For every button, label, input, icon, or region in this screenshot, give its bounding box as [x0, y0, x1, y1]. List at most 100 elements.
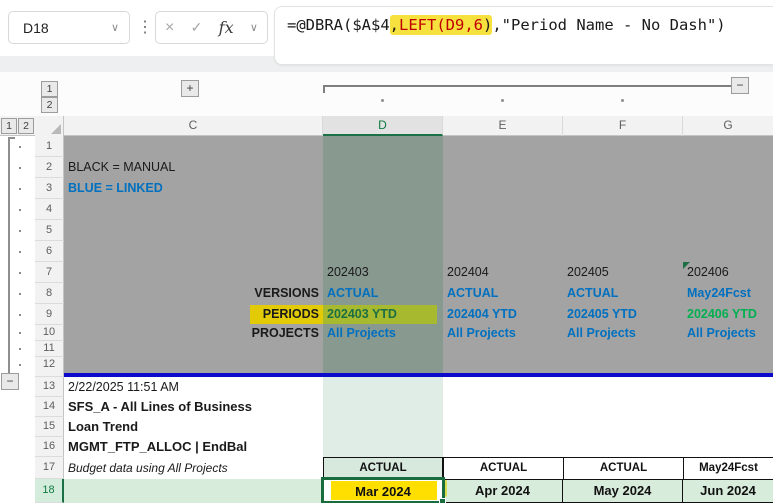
yellow-highlight-c9 [250, 305, 323, 324]
cell-e9-ytd[interactable]: 202404 YTD [447, 307, 517, 321]
row-header-5[interactable]: 5 [35, 220, 64, 241]
row-outline-dot [19, 251, 21, 253]
row-outline-level-2-button[interactable]: 2 [18, 118, 34, 134]
cell-g17-header[interactable]: May24Fcst [683, 457, 773, 480]
row-outline-level-1-button[interactable]: 1 [1, 118, 17, 134]
yellow-highlight-d9 [323, 305, 437, 324]
cell-e18-month[interactable]: Apr 2024 [443, 479, 563, 503]
cell-f18-month[interactable]: May 2024 [563, 479, 683, 503]
chevron-down-icon[interactable]: ∨ [110, 22, 119, 34]
cell-c17-note[interactable]: Budget data using All Projects [68, 461, 228, 475]
row-header-7[interactable]: 7 [35, 262, 64, 283]
cell-c9-periods-label[interactable]: PERIODS [262, 307, 319, 321]
select-all-corner[interactable] [35, 116, 64, 136]
cell-f9-ytd[interactable]: 202405 YTD [567, 307, 637, 321]
collapse-row-group-button[interactable]: − [1, 373, 19, 390]
expand-group-button[interactable]: + [181, 80, 199, 97]
column-outline-dot [381, 99, 384, 102]
column-outline-dot [501, 99, 504, 102]
cell-c10-projects-label[interactable]: PROJECTS [251, 326, 319, 340]
cell-c15-report[interactable]: Loan Trend [68, 419, 139, 434]
cell-f8-version[interactable]: ACTUAL [567, 286, 619, 300]
column-header-d[interactable]: D [323, 116, 443, 136]
name-box-value: D18 [23, 19, 49, 36]
row-header-12[interactable]: 12 [35, 357, 64, 377]
cell-f7-period[interactable]: 202405 [567, 265, 609, 279]
cell-e8-version[interactable]: ACTUAL [447, 286, 499, 300]
column-group-bracket [323, 85, 732, 87]
row-header-13[interactable]: 13 [35, 377, 64, 397]
cell-c16-account[interactable]: MGMT_FTP_ALLOC | EndBal [68, 439, 248, 454]
column-outline-level-2-button[interactable]: 2 [41, 97, 58, 113]
row-header-11[interactable]: 11 [35, 341, 64, 357]
column-header-e[interactable]: E [443, 116, 563, 136]
row-header-10[interactable]: 10 [35, 325, 64, 341]
outline-pane [0, 72, 773, 116]
row-outline-dot [19, 293, 21, 295]
cell-g9-ytd[interactable]: 202406 YTD [687, 307, 757, 321]
column-header-g[interactable]: G [723, 118, 733, 132]
cell-d18-month[interactable]: Mar 2024 [355, 484, 411, 499]
row-outline-dot [19, 167, 21, 169]
cell-e17-header[interactable]: ACTUAL [443, 457, 564, 480]
formula-part-1: =@DBRA($A$4 [287, 16, 390, 34]
cell-g7-period[interactable]: 202406 [687, 265, 729, 279]
cell-c13-timestamp[interactable]: 2/22/2025 11:51 AM [68, 380, 179, 394]
cell-e10-projects[interactable]: All Projects [447, 326, 516, 340]
cell-g10-projects[interactable]: All Projects [687, 326, 756, 340]
row-header-3[interactable]: 3 [35, 178, 64, 199]
cell-g8-version[interactable]: May24Fcst [687, 286, 751, 300]
row-header-14[interactable]: 14 [35, 397, 64, 417]
row-header-17[interactable]: 17 [35, 457, 64, 479]
enter-icon[interactable]: ✓ [190, 19, 203, 35]
blue-border-row12 [64, 373, 773, 377]
row-header-6[interactable]: 6 [35, 241, 64, 262]
row-header-1[interactable]: 1 [35, 136, 64, 157]
row-header-16[interactable]: 16 [35, 437, 64, 457]
yellow-highlight-d18 [331, 481, 437, 500]
formula-part-2: ,"Period Name - No Dash") [492, 16, 726, 34]
row-group-bracket [8, 137, 10, 373]
cell-e7-period[interactable]: 202404 [447, 265, 489, 279]
row-outline-dot [19, 272, 21, 274]
row-header-18[interactable]: 18 [35, 479, 64, 503]
select-all-triangle-icon [51, 124, 61, 134]
formula-bar[interactable]: =@DBRA($A$4,LEFT(D9,6),"Period Name - No… [274, 6, 773, 65]
cell-c14-business[interactable]: SFS_A - All Lines of Business [68, 399, 252, 414]
formula-highlight-red: LEFT(D9,6 [399, 16, 483, 34]
cell-g18-month[interactable]: Jun 2024 [683, 479, 773, 503]
row-outline-dot [19, 314, 21, 316]
fill-handle[interactable] [439, 498, 446, 503]
column-header-c[interactable]: C [64, 116, 323, 136]
chevron-down-icon[interactable]: ∨ [249, 22, 258, 34]
cell-f17-header[interactable]: ACTUAL [563, 457, 684, 480]
row-outline-dot [19, 209, 21, 211]
column-outline-level-1-button[interactable]: 1 [41, 81, 58, 97]
row-header-4[interactable]: 4 [35, 199, 64, 220]
cancel-icon[interactable]: × [165, 18, 175, 36]
formula-buttons: × ✓ fx ∨ [155, 11, 268, 44]
cell-c8-versions-label[interactable]: VERSIONS [254, 286, 319, 300]
cell-d8-version[interactable]: ACTUAL [327, 286, 379, 300]
cell-c2-legend-black[interactable]: BLACK = MANUAL [68, 160, 176, 174]
row-header-2[interactable]: 2 [35, 157, 64, 178]
row-outline-dot [19, 230, 21, 232]
column-header-f[interactable]: F [563, 116, 683, 136]
insert-function-icon[interactable]: fx [218, 18, 234, 37]
cell-c3-legend-blue[interactable]: BLUE = LINKED [68, 181, 163, 195]
row-header-8[interactable]: 8 [35, 283, 64, 304]
separator-dots-icon: ⋮ [137, 19, 153, 36]
row-outline-dot [19, 146, 21, 148]
cell-d9-ytd[interactable]: 202403 YTD [327, 307, 397, 321]
row-header-15[interactable]: 15 [35, 417, 64, 437]
row-header-9[interactable]: 9 [35, 304, 64, 325]
formula-highlight-comma: , [389, 16, 399, 34]
cell-d10-projects[interactable]: All Projects [327, 326, 396, 340]
collapse-group-button[interactable]: − [731, 77, 749, 94]
column-outline-dot [621, 99, 624, 102]
column-group-bracket-tick [323, 85, 325, 93]
cell-f10-projects[interactable]: All Projects [567, 326, 636, 340]
name-box[interactable]: D18 ∨ [8, 11, 130, 44]
cell-d7-period[interactable]: 202403 [327, 265, 369, 279]
